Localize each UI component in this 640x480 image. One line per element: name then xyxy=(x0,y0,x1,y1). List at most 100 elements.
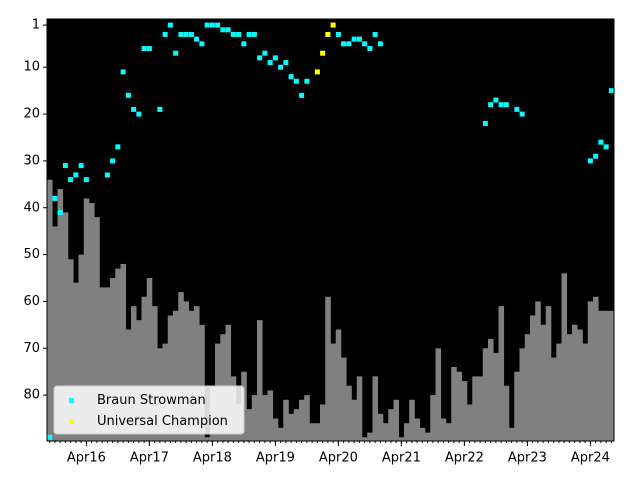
point xyxy=(162,31,168,37)
point xyxy=(330,22,336,28)
frame xyxy=(46,18,615,442)
y-tick-label: 40 xyxy=(23,200,40,215)
point xyxy=(341,41,347,47)
point xyxy=(608,88,614,94)
bar xyxy=(451,366,457,441)
bar xyxy=(372,376,379,441)
bar xyxy=(199,324,205,441)
bar xyxy=(288,413,295,441)
point xyxy=(288,74,294,80)
point xyxy=(598,139,604,145)
legend-box xyxy=(53,385,245,435)
point xyxy=(141,46,147,52)
bar xyxy=(388,409,394,441)
point xyxy=(146,46,152,52)
bar xyxy=(73,282,79,441)
bar xyxy=(482,348,489,441)
bar xyxy=(409,399,415,441)
point xyxy=(299,92,305,98)
bar xyxy=(608,310,615,441)
bar xyxy=(99,287,106,441)
point xyxy=(220,27,226,33)
bar xyxy=(477,376,484,441)
x-tick-label: Apr19 xyxy=(256,451,295,466)
bar xyxy=(188,310,195,441)
bar xyxy=(367,432,373,441)
point xyxy=(120,69,126,75)
point xyxy=(488,102,494,108)
bar xyxy=(503,385,510,441)
bar xyxy=(598,310,604,441)
point xyxy=(241,41,247,47)
point xyxy=(236,31,242,37)
bar xyxy=(125,329,132,441)
bar xyxy=(104,287,111,441)
bar xyxy=(461,381,468,441)
point xyxy=(73,172,79,178)
bar xyxy=(383,423,389,441)
point xyxy=(83,177,89,183)
bar xyxy=(556,343,562,441)
point xyxy=(498,102,504,108)
y-tick-label: 50 xyxy=(23,247,40,262)
point xyxy=(125,92,131,98)
bar xyxy=(472,376,478,441)
bar xyxy=(78,254,85,441)
point xyxy=(587,158,593,164)
point xyxy=(283,60,289,66)
point xyxy=(178,31,184,37)
y-tick-label: 60 xyxy=(23,294,40,309)
point xyxy=(593,153,599,159)
bar xyxy=(530,315,536,441)
legend-marker xyxy=(69,419,74,424)
bar xyxy=(446,423,452,441)
bar xyxy=(393,399,400,441)
y-tick-label: 20 xyxy=(23,107,40,122)
bar xyxy=(278,427,284,441)
x-tick-label: Apr23 xyxy=(508,451,547,466)
bar xyxy=(425,432,431,441)
bar xyxy=(404,423,410,441)
x-tick-label: Apr16 xyxy=(67,451,106,466)
bar xyxy=(566,334,573,441)
point xyxy=(246,31,252,37)
bar xyxy=(304,395,310,441)
point xyxy=(47,434,53,440)
point xyxy=(157,106,163,112)
bar xyxy=(89,203,95,441)
bar xyxy=(561,273,568,441)
bar xyxy=(535,301,541,441)
bar xyxy=(572,324,578,441)
bar xyxy=(509,427,515,441)
bar xyxy=(519,348,526,441)
point xyxy=(115,144,121,150)
point xyxy=(493,97,499,103)
x-tick-label: Apr22 xyxy=(445,451,484,466)
x-tick-label: Apr18 xyxy=(193,451,232,466)
point xyxy=(257,55,263,61)
bar xyxy=(167,315,174,441)
point xyxy=(519,111,525,117)
bar xyxy=(362,437,368,441)
bar xyxy=(493,352,499,441)
point xyxy=(104,172,110,178)
bar xyxy=(52,226,58,441)
point xyxy=(346,41,352,47)
point xyxy=(225,27,231,33)
point xyxy=(167,22,173,28)
bar xyxy=(377,413,384,441)
bar xyxy=(467,404,473,441)
bar xyxy=(582,343,589,441)
bar xyxy=(204,437,211,441)
x-tick-label: Apr24 xyxy=(571,451,610,466)
bar xyxy=(110,278,116,441)
point xyxy=(183,31,189,37)
bar xyxy=(419,427,426,441)
point xyxy=(173,50,179,56)
bar xyxy=(115,268,121,441)
bar xyxy=(356,376,363,441)
bar xyxy=(320,404,326,441)
bar xyxy=(603,310,610,441)
point xyxy=(372,31,378,37)
bar xyxy=(514,371,520,441)
